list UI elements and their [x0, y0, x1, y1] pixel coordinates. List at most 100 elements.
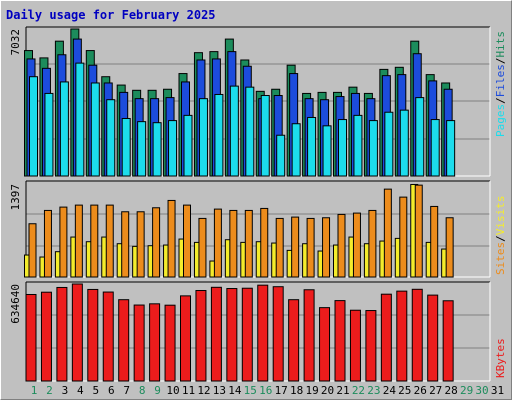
ymax-label-kbytes: 634640 — [9, 284, 22, 324]
hits-files-pages-legend-part-3: Files — [494, 64, 507, 97]
bar-pages-day-15 — [245, 86, 255, 177]
bar-pages-day-8 — [137, 121, 147, 177]
bar-sites-day-23 — [368, 209, 377, 278]
day-label-18: 18 — [290, 384, 303, 397]
bar-kbytes-day-1 — [25, 293, 37, 382]
day-label-25: 25 — [398, 384, 411, 397]
day-label-11: 11 — [182, 384, 195, 397]
ymax-label-hits: 7032 — [9, 29, 22, 56]
day-label-19: 19 — [305, 384, 318, 397]
day-label-21: 21 — [336, 384, 349, 397]
bar-sites-day-9 — [152, 207, 161, 278]
day-label-14: 14 — [228, 384, 242, 397]
day-label-22: 22 — [352, 384, 365, 397]
bar-kbytes-day-2 — [40, 291, 52, 382]
bar-pages-day-14 — [229, 85, 239, 177]
bar-pages-day-1 — [29, 76, 38, 177]
bar-pages-day-6 — [106, 99, 116, 177]
hits-files-pages-legend-part-5: Hits — [494, 31, 507, 58]
bar-sites-day-13 — [213, 208, 222, 278]
bar-kbytes-day-19 — [303, 289, 315, 382]
bar-kbytes-day-22 — [349, 309, 361, 382]
bar-pages-day-5 — [90, 82, 100, 177]
bar-kbytes-day-11 — [180, 295, 191, 382]
visits-sites-legend: Sites/Visits — [494, 196, 507, 276]
bar-kbytes-day-26 — [411, 288, 423, 382]
bar-sites-day-18 — [291, 216, 300, 278]
day-label-9: 9 — [154, 384, 161, 397]
bar-sites-day-19 — [306, 217, 315, 278]
bar-kbytes-day-21 — [334, 300, 346, 382]
bar-sites-day-4 — [74, 204, 83, 278]
hits-files-pages-legend-part-2: / — [494, 97, 507, 104]
bar-sites-day-7 — [121, 211, 130, 278]
day-label-5: 5 — [92, 384, 99, 397]
bar-pages-day-13 — [214, 93, 224, 177]
bar-pages-day-17 — [276, 134, 286, 177]
bar-kbytes-day-20 — [319, 307, 331, 382]
bar-kbytes-day-25 — [396, 290, 408, 382]
bar-sites-day-11 — [183, 204, 191, 278]
day-label-31: 31 — [491, 384, 504, 397]
bar-sites-day-17 — [275, 217, 284, 278]
bar-kbytes-day-24 — [380, 293, 392, 382]
day-label-6: 6 — [108, 384, 115, 397]
bar-kbytes-day-28 — [442, 300, 454, 382]
bar-kbytes-day-10 — [164, 304, 176, 382]
bar-sites-day-28 — [445, 217, 454, 278]
bar-pages-day-7 — [121, 118, 131, 177]
bar-sites-day-3 — [59, 206, 68, 278]
bar-sites-day-8 — [136, 211, 145, 278]
day-label-26: 26 — [414, 384, 427, 397]
bar-sites-day-15 — [244, 209, 253, 278]
bar-sites-day-20 — [322, 217, 331, 278]
bar-kbytes-day-6 — [102, 291, 114, 382]
kbytes-legend: KBytes — [494, 338, 507, 378]
bar-pages-day-20 — [322, 125, 332, 177]
bar-pages-day-25 — [399, 109, 409, 177]
day-label-7: 7 — [123, 384, 130, 397]
bar-kbytes-day-17 — [272, 286, 284, 382]
bar-kbytes-day-7 — [118, 299, 130, 382]
bar-kbytes-day-3 — [56, 286, 68, 382]
kbytes-legend-part-1: KBytes — [494, 338, 507, 378]
bar-kbytes-day-9 — [149, 303, 161, 382]
day-label-15: 15 — [244, 384, 257, 397]
day-label-29: 29 — [460, 384, 473, 397]
graph-title: Daily usage for February 2025 — [6, 8, 216, 22]
bar-kbytes-day-8 — [133, 304, 145, 382]
day-label-28: 28 — [445, 384, 458, 397]
hits-files-pages-legend-part-1: Pages — [494, 104, 507, 137]
bar-kbytes-day-12 — [195, 290, 207, 382]
bar-pages-day-26 — [415, 97, 425, 177]
day-label-12: 12 — [197, 384, 210, 397]
day-label-8: 8 — [139, 384, 146, 397]
day-label-24: 24 — [383, 384, 397, 397]
bar-pages-day-19 — [307, 116, 317, 177]
day-label-17: 17 — [275, 384, 288, 397]
bar-pages-day-27 — [430, 119, 440, 177]
visits-sites-legend-part-1: Sites — [494, 242, 507, 275]
bar-pages-day-9 — [152, 122, 162, 177]
ymax-label-sites: 1397 — [9, 184, 22, 211]
day-label-1: 1 — [31, 384, 38, 397]
bar-kbytes-day-18 — [288, 299, 300, 382]
bar-pages-day-24 — [384, 111, 394, 177]
bar-sites-day-5 — [90, 204, 99, 278]
bar-sites-day-14 — [229, 209, 238, 278]
bar-pages-day-18 — [291, 123, 301, 177]
day-label-30: 30 — [475, 384, 488, 397]
bar-sites-day-1 — [28, 223, 37, 278]
day-label-3: 3 — [62, 384, 69, 397]
day-label-23: 23 — [367, 384, 380, 397]
day-label-16: 16 — [259, 384, 272, 397]
bar-pages-day-4 — [75, 62, 85, 177]
bar-pages-day-16 — [260, 95, 270, 177]
bar-kbytes-day-14 — [226, 288, 238, 382]
bar-sites-day-12 — [198, 217, 207, 278]
bar-sites-day-6 — [105, 204, 114, 278]
bar-pages-day-22 — [353, 114, 363, 177]
day-label-10: 10 — [166, 384, 179, 397]
day-label-20: 20 — [321, 384, 334, 397]
bar-sites-day-26 — [414, 184, 423, 278]
